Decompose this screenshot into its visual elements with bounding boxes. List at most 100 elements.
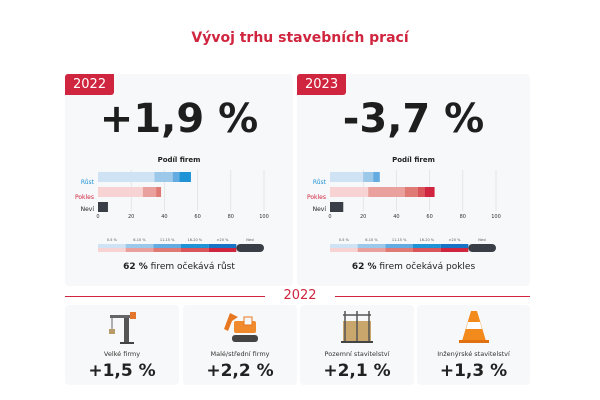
segment-label: Velké firmy	[103, 350, 141, 358]
stacked-bar-chart: 0 20 40 60 80 100 Růst Pokles Neví 0-5 % 6-10 % 11-…	[307, 170, 501, 252]
category-label: Růst	[81, 179, 95, 186]
year-tag: 2023	[297, 74, 347, 95]
category-label: Růst	[313, 179, 327, 186]
legend-label: >20 %	[217, 238, 229, 242]
summary-text: firem očekává růst	[147, 262, 235, 272]
panel-2023: 2023 -3,7 % Podíl firem 0 20 40 60 80 100 Růst…	[297, 74, 530, 286]
bar-segment	[154, 172, 173, 182]
x-tick-label: 100	[491, 214, 501, 220]
x-tick-label: 40	[161, 214, 167, 220]
crane-icon	[109, 312, 136, 344]
divider-right	[335, 296, 530, 297]
legend-swatch-decline	[440, 248, 469, 252]
x-tick-label: 20	[128, 214, 134, 220]
bar-segment	[172, 172, 180, 182]
x-tick-label: 60	[194, 214, 200, 220]
x-tick-label: 40	[393, 214, 399, 220]
legend-label: 11-15 %	[392, 238, 407, 242]
legend-label: 6-10 %	[365, 238, 378, 242]
bar-segment	[417, 187, 425, 197]
segment-value: +2,2 %	[206, 361, 274, 381]
segment-label: Malé/střední firmy	[210, 350, 270, 358]
legend-swatch-decline	[357, 248, 386, 252]
panel-2022: 2022 +1,9 % Podíl firem 0 20 40 60 80 100 Růst…	[65, 74, 293, 286]
legend-label: Neví	[246, 238, 255, 242]
legend-swatch-growth	[413, 244, 441, 248]
legend-label: 6-10 %	[133, 238, 146, 242]
segment-value: +1,3 %	[439, 361, 508, 381]
category-label: Pokles	[75, 194, 94, 201]
legend-label: 11-15 %	[160, 238, 175, 242]
legend-swatch-unknown	[236, 244, 264, 252]
legend-swatch-growth	[125, 244, 154, 248]
chart-title: Podíl firem	[157, 156, 201, 164]
summary-value: 62 %	[123, 262, 148, 272]
legend-swatch-growth	[208, 244, 237, 248]
legend-swatch-unknown	[468, 244, 496, 252]
segment-label: Inženýrské stavitelství	[437, 350, 510, 358]
x-tick-label: 0	[328, 214, 331, 220]
bar-segment	[330, 187, 369, 197]
bar-segment	[368, 187, 405, 197]
divider-left	[65, 296, 265, 297]
summary: 62 % firem očekává pokles	[297, 262, 530, 272]
legend-label: >20 %	[449, 238, 461, 242]
legend-swatch-growth	[440, 244, 469, 248]
legend-swatch-decline	[385, 248, 413, 252]
x-tick-label: 80	[460, 214, 466, 220]
legend-swatch-growth	[357, 244, 386, 248]
year-tag: 2022	[65, 74, 115, 95]
segment-label: Pozemní stavitelství	[324, 350, 390, 358]
legend-label: 16-20 %	[420, 238, 435, 242]
legend-swatch-growth	[181, 244, 209, 248]
segment-card: Velké firmy +1,5 %	[65, 305, 179, 385]
bar-segment	[156, 187, 162, 197]
legend-label: 0-5 %	[339, 238, 350, 242]
legend-swatch-decline	[413, 248, 441, 252]
summary-text: firem očekává pokles	[376, 262, 476, 272]
bar-segment	[424, 187, 435, 197]
section-year: 2022	[283, 288, 317, 303]
segment-card: Inženýrské stavitelství +1,3 %	[417, 305, 530, 385]
legend-label: Neví	[478, 238, 487, 242]
legend-swatch-decline	[125, 248, 154, 252]
bar-segment	[98, 202, 108, 212]
stacked-bar-chart: 0 20 40 60 80 100 Růst Pokles Neví 0-5 % 6-10 % 11-…	[75, 170, 269, 252]
legend-swatch-decline	[153, 248, 181, 252]
traffic-cone-icon	[459, 311, 489, 343]
category-label: Neví	[313, 206, 327, 213]
summary-value: 62 %	[351, 262, 377, 272]
bar-segment	[363, 172, 374, 182]
bar-segment	[98, 172, 155, 182]
segment-card: Pozemní stavitelství +2,1 %	[300, 305, 414, 385]
legend-swatch-growth	[153, 244, 181, 248]
bar-segment	[98, 187, 143, 197]
x-tick-label: 80	[228, 214, 234, 220]
segment-card: Malé/střední firmy +2,2 %	[183, 305, 297, 385]
headline-value: -3,7 %	[342, 96, 485, 142]
legend-swatch-decline	[98, 248, 126, 252]
bar-segment	[373, 172, 380, 182]
headline-value: +1,9 %	[99, 96, 259, 142]
legend-swatch-growth	[330, 244, 358, 248]
bar-segment	[404, 187, 418, 197]
legend-label: 16-20 %	[188, 238, 203, 242]
segment-value: +1,5 %	[88, 361, 156, 381]
bar-segment	[142, 187, 157, 197]
legend-swatch-decline	[181, 248, 209, 252]
x-tick-label: 0	[96, 214, 99, 220]
segment-value: +2,1 %	[323, 361, 391, 381]
legend-swatch-growth	[385, 244, 413, 248]
excavator-icon	[224, 313, 258, 342]
building-construction-icon	[341, 311, 373, 343]
x-tick-label: 20	[360, 214, 366, 220]
x-tick-label: 100	[259, 214, 269, 220]
bar-segment	[179, 172, 191, 182]
legend-swatch-decline	[330, 248, 358, 252]
page-title: Vývoj trhu stavebních prací	[191, 30, 409, 46]
legend-label: 0-5 %	[107, 238, 118, 242]
x-tick-label: 60	[426, 214, 432, 220]
legend-swatch-growth	[98, 244, 126, 248]
category-label: Pokles	[307, 194, 326, 201]
bar-segment	[330, 202, 344, 212]
